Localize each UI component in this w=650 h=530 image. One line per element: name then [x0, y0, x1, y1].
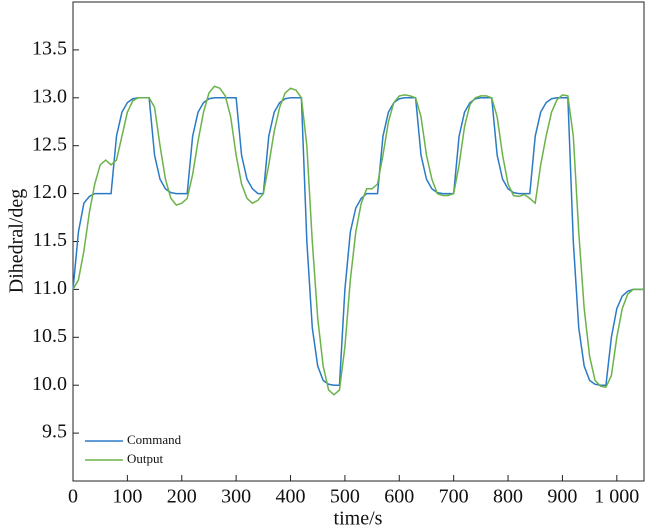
y-tick-label: 12.0 [32, 181, 67, 203]
x-tick-label: 100 [112, 486, 142, 508]
y-tick-label: 10.5 [32, 325, 67, 347]
plot-frame [72, 1, 645, 482]
series-line [72, 85, 644, 396]
y-tick-label: 12.5 [32, 133, 67, 155]
y-tick-label: 13.0 [32, 85, 67, 107]
x-tick-label: 0 [68, 486, 78, 508]
x-tick-label: 500 [330, 486, 360, 508]
legend-label: Command [127, 432, 182, 447]
x-axis-label: time/s [334, 508, 383, 530]
y-tick-label: 11.0 [33, 277, 67, 299]
x-tick-label: 1 000 [594, 486, 639, 508]
x-tick-label: 200 [167, 486, 197, 508]
x-tick-label: 700 [439, 486, 469, 508]
x-tick-label: 400 [276, 486, 306, 508]
y-axis-label: Dihedral/deg [6, 189, 28, 293]
y-tick-label: 11.5 [33, 229, 67, 251]
y-tick-label: 10.0 [32, 373, 67, 395]
y-tick-label: 13.5 [32, 37, 67, 59]
x-tick-label: 900 [547, 486, 577, 508]
x-tick-label: 300 [221, 486, 251, 508]
x-tick-label: 600 [384, 486, 414, 508]
y-tick-label: 9.5 [42, 421, 67, 443]
legend-label: Output [127, 451, 164, 466]
x-tick-label: 800 [493, 486, 523, 508]
